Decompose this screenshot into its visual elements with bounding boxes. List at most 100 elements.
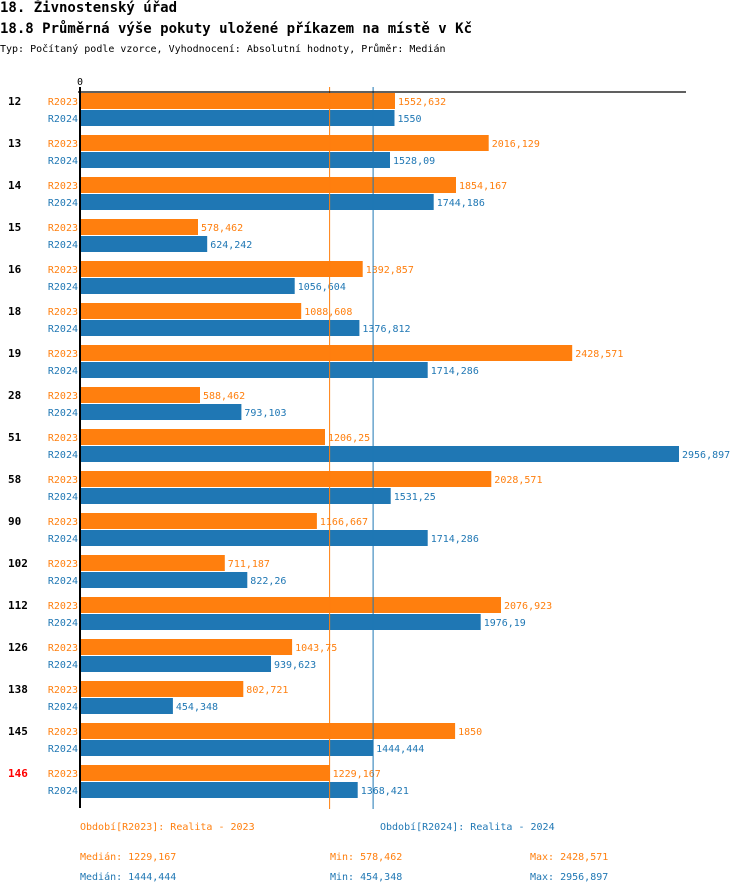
- bar-r2023: [81, 261, 363, 277]
- value-label-r2023: 2016,129: [492, 139, 540, 150]
- series-label-r2024: R2024: [48, 660, 78, 671]
- bar-r2023: [81, 513, 317, 529]
- value-label-r2024: 793,103: [244, 408, 286, 419]
- value-label-r2023: 711,187: [228, 559, 270, 570]
- value-label-r2024: 1376,812: [362, 324, 410, 335]
- bar-chart: 0 12 R2023 1552,632 R2024 1550 13 R2023 2016,12…: [8, 77, 730, 809]
- value-label-r2023: 1088,608: [304, 307, 352, 318]
- value-label-r2023: 1850: [458, 727, 482, 738]
- value-label-r2024: 1550: [398, 114, 422, 125]
- series-label-r2023: R2023: [48, 139, 78, 150]
- bar-r2023: [81, 303, 302, 319]
- value-label-r2023: 1229,167: [333, 769, 381, 780]
- category-label: 19: [8, 347, 21, 360]
- category-label: 126: [8, 641, 28, 654]
- value-label-r2023: 1166,667: [320, 517, 368, 528]
- series-label-r2024: R2024: [48, 198, 78, 209]
- value-label-r2023: 2428,571: [575, 349, 623, 360]
- bar-r2023: [81, 723, 456, 739]
- bar-r2023: [81, 471, 492, 487]
- category-label: 146: [8, 767, 28, 780]
- value-label-r2023: 588,462: [203, 391, 245, 402]
- category-label: 12: [8, 95, 21, 108]
- value-label-r2024: 1744,186: [437, 198, 485, 209]
- series-label-r2023: R2023: [48, 223, 78, 234]
- bars-layer: 12 R2023 1552,632 R2024 1550 13 R2023 2016,129 R…: [8, 93, 730, 798]
- series-label-r2023: R2023: [48, 307, 78, 318]
- series-label-r2023: R2023: [48, 181, 78, 192]
- value-label-r2023: 1206,25: [328, 433, 370, 444]
- bar-r2023: [81, 387, 200, 403]
- bar-r2024: [81, 194, 434, 210]
- value-label-r2023: 2028,571: [494, 475, 542, 486]
- bar-r2023: [81, 345, 573, 361]
- value-label-r2024: 1444,444: [376, 744, 424, 755]
- category-label: 102: [8, 557, 28, 570]
- bar-r2024: [81, 740, 374, 756]
- category-label: 15: [8, 221, 21, 234]
- bar-r2024: [81, 110, 395, 126]
- category-label: 145: [8, 725, 28, 738]
- series-label-r2024: R2024: [48, 492, 78, 503]
- bar-r2024: [81, 530, 428, 546]
- series-label-r2024: R2024: [48, 366, 78, 377]
- value-label-r2023: 802,721: [246, 685, 288, 696]
- series-label-r2023: R2023: [48, 517, 78, 528]
- bar-r2024: [81, 488, 391, 504]
- value-label-r2023: 1043,75: [295, 643, 337, 654]
- bar-r2023: [81, 135, 489, 151]
- series-label-r2023: R2023: [48, 769, 78, 780]
- value-label-r2023: 1854,167: [459, 181, 507, 192]
- bar-r2023: [81, 93, 395, 109]
- median-lines: [329, 87, 374, 809]
- category-label: 90: [8, 515, 21, 528]
- stat-r2023-median: Medián: 1229,167: [80, 852, 177, 863]
- bar-r2023: [81, 429, 325, 445]
- bar-r2024: [81, 236, 208, 252]
- series-label-r2023: R2023: [48, 349, 78, 360]
- chart-subtitle: Typ: Počítaný podle vzorce, Vyhodnocení:…: [0, 44, 446, 55]
- stat-r2024-min: Min: 454,348: [330, 872, 403, 883]
- section-title: 18. Živnostenský úřad: [0, 0, 178, 16]
- stat-r2023-min: Min: 578,462: [330, 852, 403, 863]
- value-label-r2024: 1056,604: [298, 282, 346, 293]
- series-label-r2024: R2024: [48, 450, 78, 461]
- category-label: 16: [8, 263, 22, 276]
- value-label-r2024: 624,242: [210, 240, 252, 251]
- bar-r2023: [81, 597, 501, 613]
- bar-r2023: [81, 681, 244, 697]
- series-label-r2023: R2023: [48, 475, 78, 486]
- series-label-r2024: R2024: [48, 534, 78, 545]
- value-label-r2024: 822,26: [250, 576, 286, 587]
- stat-r2024-median: Medián: 1444,444: [80, 872, 177, 883]
- series-label-r2023: R2023: [48, 643, 78, 654]
- series-label-r2023: R2023: [48, 601, 78, 612]
- series-label-r2024: R2024: [48, 702, 78, 713]
- legend-r2024: Období[R2024]: Realita - 2024: [380, 822, 555, 833]
- series-label-r2023: R2023: [48, 433, 78, 444]
- category-label: 14: [8, 179, 22, 192]
- category-label: 138: [8, 683, 28, 696]
- value-label-r2023: 578,462: [201, 223, 243, 234]
- value-label-r2024: 1368,421: [361, 786, 409, 797]
- series-label-r2024: R2024: [48, 156, 78, 167]
- chart-title: 18.8 Průměrná výše pokuty uložené příkaz…: [0, 21, 473, 37]
- value-label-r2024: 939,623: [274, 660, 316, 671]
- value-label-r2024: 1976,19: [484, 618, 526, 629]
- bar-r2023: [81, 219, 198, 235]
- bar-r2024: [81, 446, 679, 462]
- series-label-r2024: R2024: [48, 576, 78, 587]
- x-tick-label-0: 0: [77, 77, 83, 88]
- series-label-r2024: R2024: [48, 786, 78, 797]
- series-label-r2023: R2023: [48, 727, 78, 738]
- series-label-r2023: R2023: [48, 97, 78, 108]
- bar-r2024: [81, 614, 481, 630]
- series-label-r2024: R2024: [48, 324, 78, 335]
- value-label-r2024: 1528,09: [393, 156, 435, 167]
- value-label-r2024: 2956,897: [682, 450, 730, 461]
- bar-r2023: [81, 177, 456, 193]
- bar-r2023: [81, 765, 330, 781]
- category-label: 13: [8, 137, 21, 150]
- value-label-r2024: 1714,286: [431, 534, 479, 545]
- bar-r2023: [81, 555, 225, 571]
